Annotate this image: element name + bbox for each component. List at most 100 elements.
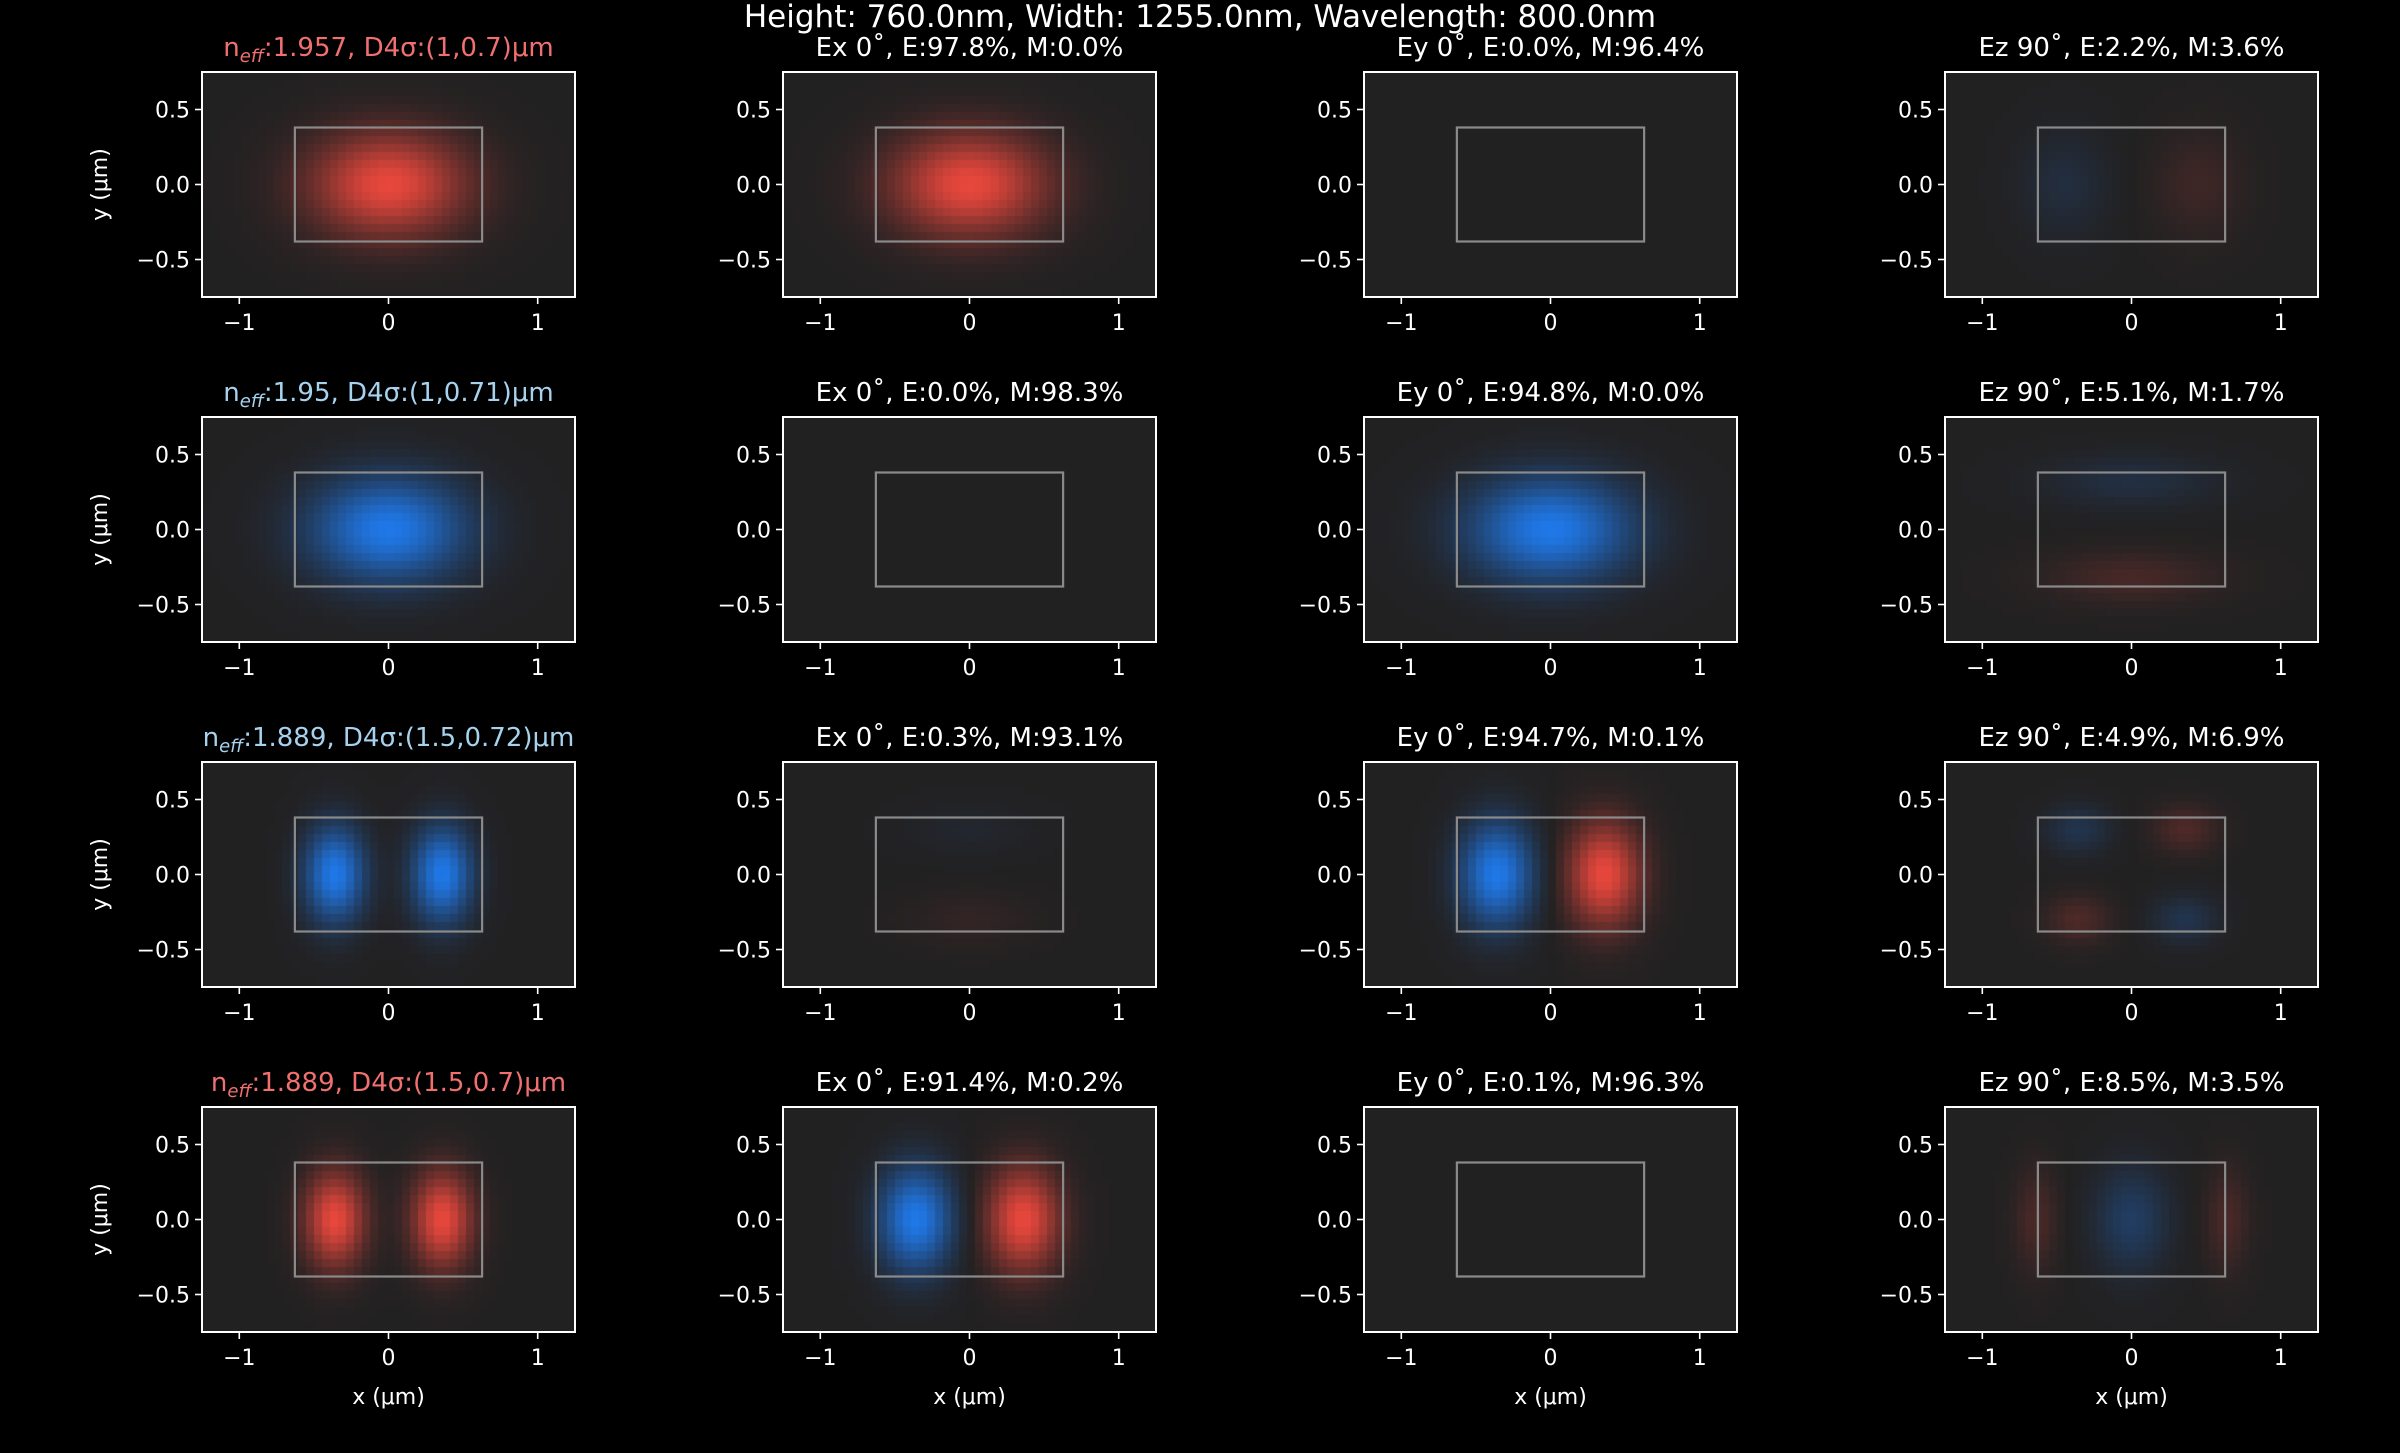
mode-title-values: :1.889, D4σ:(1.5,0.72)μm — [243, 723, 574, 753]
x-tick-label: 0 — [382, 1346, 396, 1371]
field-heatmap — [783, 762, 1156, 987]
x-tick-label: −1 — [223, 656, 255, 681]
waveguide-outline — [293, 471, 484, 588]
waveguide-outline — [293, 126, 484, 243]
x-tick-label: 1 — [1112, 1346, 1126, 1371]
waveguide-outline — [293, 1161, 484, 1278]
y-tick-label: −0.5 — [1880, 594, 1933, 619]
mode-title-n: n — [223, 33, 239, 63]
waveguide-outline — [2036, 126, 2227, 243]
y-tick-label: −0.5 — [137, 1284, 190, 1309]
y-axis-label: y (μm) — [88, 1183, 113, 1256]
x-tick-label: 0 — [1544, 311, 1558, 336]
y-tick-label: 0.0 — [1317, 1209, 1352, 1234]
x-tick-label: −1 — [1385, 656, 1417, 681]
waveguide-outline — [874, 1161, 1065, 1278]
panel-title: Ez 90˚, E:8.5%, M:3.5% — [1979, 1068, 2285, 1098]
x-tick-label: 0 — [2125, 656, 2139, 681]
x-axis-label: x (μm) — [1514, 1385, 1587, 1410]
x-tick-label: 0 — [2125, 1346, 2139, 1371]
x-tick-label: 0 — [1544, 656, 1558, 681]
y-tick-label: 0.0 — [736, 519, 771, 544]
panel-title: Ex 0˚, E:0.3%, M:93.1% — [816, 723, 1124, 753]
x-tick-label: 1 — [1693, 656, 1707, 681]
mode-title-n: n — [203, 723, 219, 753]
field-heatmap — [202, 762, 575, 987]
y-tick-label: 0.0 — [1898, 864, 1933, 889]
x-tick-label: 1 — [2274, 1001, 2288, 1026]
x-tick-label: −1 — [1966, 1346, 1998, 1371]
x-tick-label: 1 — [531, 1346, 545, 1371]
y-tick-label: 0.5 — [1898, 789, 1933, 814]
field-panel: −1 0 1 0.5 0.0 −0.5 Ez 90˚, E:5.1%, M:1.7% — [1880, 378, 2319, 681]
x-tick-label: −1 — [1966, 311, 1998, 336]
x-axis-label: x (μm) — [933, 1385, 1006, 1410]
field-heatmap — [1364, 1107, 1737, 1332]
x-tick-label: −1 — [1966, 656, 1998, 681]
y-tick-label: −0.5 — [137, 939, 190, 964]
x-tick-label: 1 — [531, 1001, 545, 1026]
x-tick-label: 1 — [1112, 1001, 1126, 1026]
field-panel: −1 0 1 0.5 0.0 −0.5 Ey 0˚, E:0.0%, M:96.4% — [1299, 33, 1738, 336]
y-tick-label: 0.5 — [155, 99, 190, 124]
y-tick-label: −0.5 — [137, 249, 190, 274]
mode-title: neff:1.95, D4σ:(1,0.71)μm — [223, 378, 553, 412]
waveguide-outline — [874, 471, 1065, 588]
x-tick-label: 1 — [531, 311, 545, 336]
waveguide-outline — [874, 816, 1065, 933]
mode-title: neff:1.889, D4σ:(1.5,0.7)μm — [211, 1068, 566, 1102]
waveguide-outline — [293, 816, 484, 933]
y-tick-label: 0.0 — [1317, 519, 1352, 544]
field-panel: −1 0 1 0.5 0.0 −0.5 Ez 90˚, E:2.2%, M:3.6% — [1880, 33, 2319, 336]
x-tick-label: 0 — [963, 1001, 977, 1026]
panel-title: Ey 0˚, E:94.7%, M:0.1% — [1397, 723, 1705, 753]
y-tick-label: 0.0 — [155, 519, 190, 544]
x-tick-label: −1 — [223, 1001, 255, 1026]
x-tick-label: 0 — [2125, 311, 2139, 336]
y-tick-label: −0.5 — [1299, 249, 1352, 274]
waveguide-outline — [2036, 1161, 2227, 1278]
mode-title-values: :1.957, D4σ:(1,0.7)μm — [264, 33, 554, 63]
y-tick-label: −0.5 — [1299, 1284, 1352, 1309]
mode-title-subscript: eff — [240, 391, 266, 412]
field-heatmap — [1945, 762, 2318, 987]
y-tick-label: 0.0 — [736, 174, 771, 199]
field-panel: −1 0 1 0.5 0.0 −0.5 neff:1.889, D4σ:(1.5,0.72)… — [88, 723, 576, 1026]
y-tick-label: −0.5 — [137, 594, 190, 619]
panel-title: Ex 0˚, E:91.4%, M:0.2% — [816, 1068, 1124, 1098]
panel-title: Ey 0˚, E:0.1%, M:96.3% — [1397, 1068, 1705, 1098]
x-tick-label: 1 — [2274, 656, 2288, 681]
x-tick-label: −1 — [223, 311, 255, 336]
y-tick-label: 0.5 — [1317, 789, 1352, 814]
x-tick-label: 0 — [1544, 1001, 1558, 1026]
y-tick-label: 0.0 — [1898, 174, 1933, 199]
y-tick-label: 0.5 — [1317, 444, 1352, 469]
y-tick-label: 0.5 — [736, 99, 771, 124]
y-tick-label: 0.0 — [1317, 864, 1352, 889]
waveguide-outline — [1455, 816, 1646, 933]
mode-title-subscript: eff — [219, 736, 245, 757]
x-tick-label: −1 — [804, 1001, 836, 1026]
x-tick-label: 0 — [382, 1001, 396, 1026]
y-tick-label: 0.5 — [1898, 99, 1933, 124]
x-tick-label: −1 — [223, 1346, 255, 1371]
x-tick-label: −1 — [804, 656, 836, 681]
y-tick-label: 0.0 — [1898, 519, 1933, 544]
x-tick-label: 1 — [1693, 1001, 1707, 1026]
y-tick-label: 0.5 — [155, 444, 190, 469]
field-heatmap — [1945, 1107, 2318, 1332]
x-tick-label: −1 — [1385, 1001, 1417, 1026]
y-tick-label: 0.5 — [736, 789, 771, 814]
panel-title: Ez 90˚, E:2.2%, M:3.6% — [1979, 33, 2285, 63]
x-tick-label: 1 — [1112, 311, 1126, 336]
x-tick-label: −1 — [1385, 1346, 1417, 1371]
y-tick-label: 0.5 — [1317, 99, 1352, 124]
y-axis-label: y (μm) — [88, 838, 113, 911]
y-tick-label: 0.0 — [155, 174, 190, 199]
y-tick-label: 0.0 — [1317, 174, 1352, 199]
panel-title: Ez 90˚, E:5.1%, M:1.7% — [1979, 378, 2285, 408]
y-tick-label: 0.5 — [155, 1134, 190, 1159]
y-tick-label: −0.5 — [718, 939, 771, 964]
panel-title: Ey 0˚, E:94.8%, M:0.0% — [1397, 378, 1705, 408]
field-panel: −1 0 1 0.5 0.0 −0.5 Ey 0˚, E:94.8%, M:0.0% — [1299, 378, 1738, 681]
